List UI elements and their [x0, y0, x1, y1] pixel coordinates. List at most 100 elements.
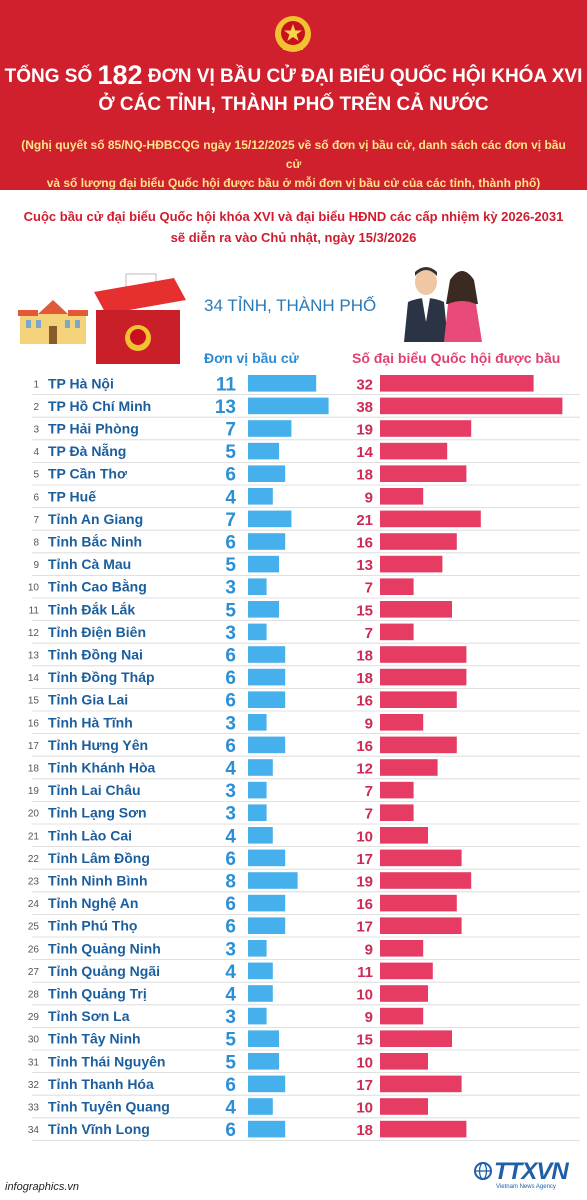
delegates-bar: [380, 488, 424, 505]
units-bar: [248, 1007, 267, 1025]
delegates-bar: [380, 849, 462, 867]
province-label: Tỉnh Thanh Hóa: [48, 1076, 154, 1092]
units-bar: [248, 442, 279, 460]
province-label: Tỉnh Điện Biên: [48, 624, 146, 640]
row-index: 10: [28, 583, 40, 594]
units-value-label: 6: [225, 894, 236, 915]
units-value-label: 4: [225, 985, 236, 1006]
delegates-bar: [380, 533, 457, 550]
row-index: 34: [28, 1125, 40, 1136]
delegates-bar: [380, 714, 424, 731]
delegates-value-label: 12: [356, 761, 373, 778]
units-bar: [248, 1098, 273, 1115]
units-bar: [248, 849, 286, 867]
national-emblem-icon: [275, 16, 311, 52]
units-value-label: 4: [225, 759, 236, 780]
province-label: Tỉnh Đồng Nai: [48, 647, 143, 663]
delegates-value-label: 9: [365, 941, 373, 958]
units-value-label: 5: [225, 1030, 236, 1051]
province-label: Tỉnh Thái Nguyên: [48, 1053, 165, 1069]
units-bar: [248, 1053, 279, 1070]
units-value-label: 4: [225, 1098, 236, 1119]
delegates-bar: [380, 1075, 462, 1093]
delegates-value-label: 9: [365, 489, 373, 506]
province-label: TP Hồ Chí Minh: [48, 398, 151, 414]
delegates-illustration: [404, 267, 482, 342]
delegates-bar: [380, 827, 428, 844]
province-label: Tỉnh Lâm Đồng: [48, 850, 150, 866]
main-title-line1: TỔNG SỐ 182 ĐƠN VỊ BẦU CỬ ĐẠI BIỂU QUỐC …: [4, 60, 583, 90]
units-value-label: 5: [225, 600, 236, 621]
delegates-value-label: 10: [356, 987, 373, 1004]
units-bar: [248, 510, 292, 528]
units-bar: [248, 804, 267, 821]
row-index: 8: [33, 538, 39, 549]
province-label: Tỉnh Đắk Lắk: [48, 600, 135, 617]
units-bar: [248, 375, 317, 392]
units-bar: [248, 601, 279, 618]
province-label: Tỉnh Gia Lai: [48, 692, 128, 708]
delegates-value-label: 18: [356, 648, 373, 665]
units-value-label: 11: [216, 374, 237, 395]
units-bar: [248, 872, 298, 889]
row-index: 29: [28, 1012, 40, 1023]
delegates-value-label: 38: [356, 399, 373, 416]
units-bar: [248, 691, 286, 708]
units-bar: [248, 736, 286, 754]
row-index: 14: [28, 673, 40, 684]
units-value-label: 5: [225, 1052, 236, 1073]
main-title-line2: Ở CÁC TỈNH, THÀNH PHỐ TRÊN CẢ NƯỚC: [98, 94, 489, 115]
delegates-value-label: 21: [356, 512, 373, 529]
delegates-value-label: 7: [365, 783, 373, 800]
units-bar: [248, 623, 267, 641]
delegates-value-label: 18: [356, 670, 373, 687]
units-bar: [248, 1075, 286, 1093]
units-value-label: 4: [225, 826, 236, 847]
delegates-bar: [380, 940, 424, 957]
units-value-label: 7: [225, 420, 236, 441]
delegates-value-label: 17: [356, 919, 373, 936]
row-index: 24: [28, 899, 40, 910]
units-value-label: 7: [225, 510, 236, 531]
province-label: Tỉnh Hưng Yên: [48, 737, 148, 753]
units-bar: [248, 397, 329, 415]
units-bar: [248, 985, 273, 1002]
delegates-value-label: 11: [357, 964, 373, 981]
province-label: Tỉnh Lai Châu: [48, 782, 141, 798]
units-value-label: 6: [225, 533, 236, 554]
delegates-bar: [380, 465, 467, 482]
units-bar: [248, 465, 286, 482]
units-value-label: 6: [225, 1120, 236, 1141]
delegates-value-label: 16: [356, 896, 373, 913]
units-bar: [248, 555, 279, 573]
row-index: 3: [33, 425, 39, 436]
units-value-label: 3: [225, 1007, 236, 1028]
province-label: Tỉnh Quảng Trị: [48, 986, 147, 1002]
units-bar: [248, 420, 292, 437]
units-value-label: 8: [225, 872, 236, 893]
units-value-label: 6: [225, 465, 236, 486]
delegates-bar: [380, 1053, 428, 1070]
delegates-value-label: 17: [356, 1077, 373, 1094]
delegates-bar: [380, 646, 467, 663]
units-bar: [248, 668, 286, 686]
units-value-label: 5: [225, 442, 236, 463]
province-label: Tỉnh Lạng Sơn: [48, 805, 147, 821]
delegates-bar: [380, 578, 414, 595]
province-label: Tỉnh Cao Bằng: [48, 578, 147, 595]
resolution-note: (Nghị quyết số 85/NQ-HĐBCQG ngày 15/12/2…: [21, 138, 566, 190]
row-index: 19: [28, 786, 40, 797]
column-header-units: Đơn vị bầu cử: [204, 350, 299, 366]
row-index: 11: [29, 605, 40, 616]
source-footer: infographics.vn: [5, 1181, 79, 1193]
province-label: Tỉnh Nghệ An: [48, 895, 138, 911]
ttxvn-logo: TTXVN Vietnam News Agency: [474, 1158, 578, 1196]
row-index: 15: [28, 696, 40, 707]
row-index: 1: [33, 379, 39, 390]
units-value-label: 6: [225, 849, 236, 870]
delegates-bar: [380, 985, 428, 1002]
row-index: 30: [28, 1035, 40, 1046]
delegates-bar: [380, 442, 448, 460]
row-index: 2: [33, 402, 39, 413]
delegates-value-label: 17: [356, 851, 373, 868]
